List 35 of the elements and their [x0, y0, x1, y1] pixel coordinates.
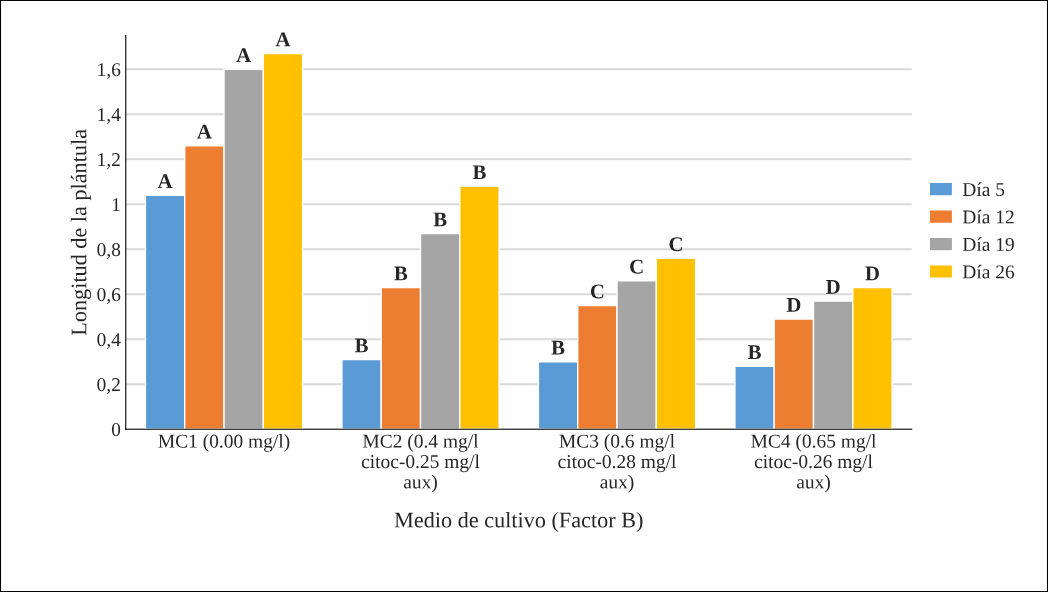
y-tick-label: 0,4: [97, 333, 121, 349]
data-label: A: [275, 32, 291, 47]
y-tick-label: 1: [112, 198, 120, 211]
legend-label: Día 26: [962, 264, 1015, 279]
data-label: D: [826, 280, 840, 294]
y-tick-label: 0,6: [97, 288, 121, 304]
x-tick-label: MC2 (0.4 mg/l citoc-0.25 mg/l aux): [361, 434, 480, 493]
data-label: B: [394, 266, 408, 281]
data-label: B: [354, 338, 368, 353]
y-tick-label: 1,4: [98, 108, 121, 124]
data-label: B: [433, 212, 447, 227]
data-label: A: [236, 48, 252, 63]
data-label: C: [669, 237, 682, 252]
data-label: B: [472, 165, 486, 180]
y-tick-label: 1,6: [98, 63, 121, 79]
data-label: A: [197, 124, 212, 139]
y-axis-title: Longitud de la plántula: [70, 129, 92, 336]
x-tick-label: MC3 (0.6 mg/l citoc-0.28 mg/l aux): [558, 434, 677, 493]
data-label: C: [630, 259, 643, 274]
data-label: A: [157, 174, 173, 189]
y-tick-label: 0: [111, 423, 121, 437]
y-tick-label: 1,2: [98, 153, 120, 169]
x-tick-label: MC1 (0.00 mg/l): [158, 434, 290, 452]
x-tick-label: MC4 (0.65 mg/l citoc-0.26 mg/l aux): [751, 434, 877, 493]
y-tick-label: 0,8: [97, 243, 121, 259]
data-label: D: [786, 298, 801, 312]
data-label: D: [865, 266, 879, 281]
data-label: B: [747, 345, 761, 360]
legend-label: Día 12: [962, 209, 1014, 224]
legend-label: Día 19: [962, 237, 1014, 252]
data-label: C: [590, 284, 604, 299]
legend-label: Día 5: [962, 182, 1005, 197]
data-label: B: [551, 340, 565, 355]
y-tick-label: 0,2: [97, 378, 120, 394]
x-axis-title: Medio de cultivo (Factor B): [394, 511, 643, 533]
